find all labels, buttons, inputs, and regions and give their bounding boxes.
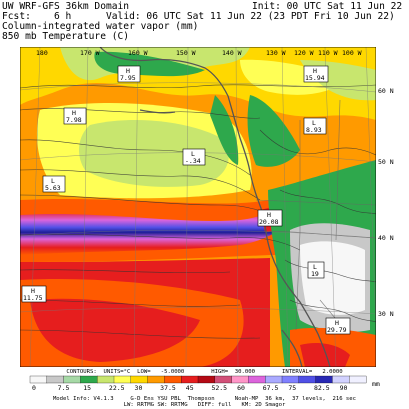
marker-type: L	[51, 177, 55, 185]
colorbar-tick: 22.5	[109, 384, 125, 392]
marker-type: H	[126, 67, 130, 75]
colorbar-tick: 7.5	[58, 384, 70, 392]
colorbar-swatch	[214, 375, 233, 384]
colorbar-swatch	[46, 375, 65, 384]
lon-label: 120 W	[294, 49, 314, 57]
colorbar-tick: 52.5	[211, 384, 227, 392]
marker-value: 5.63	[45, 184, 61, 192]
lon-label: 130 W	[266, 49, 286, 57]
field-subtitle: 850 mb Temperature (C)	[2, 31, 130, 42]
marker-type: L	[191, 150, 195, 158]
marker-box: H 11.75	[21, 285, 47, 303]
lon-label: 110 W	[318, 49, 338, 57]
model-info: Model Info: V4.1.3 G-D Ens YSU PBL Thomp…	[52, 396, 357, 402]
colorbar-swatch	[332, 375, 350, 384]
marker-value: 7.98	[66, 116, 82, 124]
colorbar-tick: 90	[340, 384, 348, 392]
lon-label: 180	[36, 49, 48, 57]
forecast-hour: Fcst: 6 h	[2, 11, 72, 22]
marker-box: L 5.63	[42, 175, 66, 193]
marker-type: H	[335, 319, 339, 327]
colorbar: 0 7.5 15 22.5 30 37.5 45 52.5 60 67.5 75 82.5 90	[29, 375, 367, 392]
marker-type: H	[313, 67, 317, 75]
marker-box: H 20.08	[257, 209, 283, 227]
lat-label: 50 N	[378, 158, 394, 166]
lat-label: 40 N	[378, 234, 394, 242]
physics-info: LW: RRTMG SW: RRTMG DIFF: full KM: 2D Sm…	[123, 402, 286, 408]
marker-type: L	[312, 119, 316, 127]
marker-value: 29.79	[327, 326, 347, 334]
marker-value: 11.75	[23, 294, 43, 302]
colorbar-swatch	[231, 375, 249, 384]
contour-info: CONTOURS: UNITS=°C LOW= -5.0000 HIGH= 30…	[66, 369, 343, 375]
field-title: Column-integrated water vapor (mm)	[2, 21, 199, 32]
colorbar-tick: 82.5	[314, 384, 330, 392]
colorbar-swatch	[29, 375, 48, 384]
lon-label: 150 W	[176, 49, 196, 57]
colorbar-swatch	[63, 375, 81, 384]
marker-value: 7.95	[120, 74, 136, 82]
colorbar-swatch	[130, 375, 149, 384]
marker-type: H	[72, 109, 76, 117]
colorbar-tick: 0	[32, 384, 36, 392]
latitude-labels: 60 N 50 N 40 N 30 N	[378, 87, 394, 318]
marker-value: 20.08	[259, 218, 279, 226]
colorbar-swatch	[164, 375, 182, 384]
colorbar-unit: mm	[372, 380, 380, 388]
pressure-markers: H 7.95 H 7.98 L -.34 L 5.63 H 15.94 L 8.…	[21, 65, 351, 335]
lon-label: 160 W	[128, 49, 148, 57]
colorbar-swatch	[281, 375, 300, 384]
marker-box: H 29.79	[325, 317, 351, 335]
marker-value: 19	[311, 270, 319, 278]
colorbar-swatch	[197, 375, 216, 384]
marker-type: H	[31, 287, 35, 295]
colorbar-swatch	[113, 375, 132, 384]
colorbar-swatch	[298, 375, 317, 384]
colorbar-tick: 45	[186, 384, 194, 392]
colorbar-swatch	[80, 375, 98, 384]
colorbar-swatch	[265, 375, 283, 384]
colorbar-tick: 67.5	[263, 384, 279, 392]
colorbar-tick: 30	[135, 384, 143, 392]
marker-box: L 19	[307, 261, 325, 279]
colorbar-tick: 15	[83, 384, 91, 392]
water-vapor-field	[20, 47, 376, 367]
colorbar-swatch	[97, 375, 115, 384]
model-title: UW WRF-GFS 36km Domain	[2, 1, 130, 12]
colorbar-swatch	[315, 375, 333, 384]
marker-type: L	[313, 263, 317, 271]
lon-label: 170 W	[80, 49, 100, 57]
longitude-labels: 180 170 W 160 W 150 W 140 W 130 W 120 W …	[36, 49, 362, 57]
marker-box: H 15.94	[303, 65, 329, 83]
marker-box: H 7.98	[63, 107, 87, 125]
lon-label: 100 W	[342, 49, 362, 57]
colorbar-tick: 75	[288, 384, 296, 392]
marker-box: H 7.95	[117, 65, 141, 83]
lat-label: 60 N	[378, 87, 394, 95]
marker-value: 15.94	[305, 74, 325, 82]
colorbar-tick: 60	[237, 384, 245, 392]
valid-time: Valid: 06 UTC Sat 11 Jun 22 (23 PDT Fri …	[106, 11, 395, 22]
lon-label: 140 W	[222, 49, 242, 57]
init-time: Init: 00 UTC Sat 11 Jun 22	[252, 1, 403, 12]
colorbar-tick: 37.5	[160, 384, 176, 392]
colorbar-swatch	[181, 375, 199, 384]
marker-box: L -.34	[182, 148, 206, 166]
colorbar-swatch	[349, 375, 367, 384]
marker-value: -.34	[185, 157, 201, 165]
colorbar-swatch	[147, 375, 165, 384]
marker-box: L 8.93	[303, 117, 327, 135]
lat-label: 30 N	[378, 310, 394, 318]
marker-type: H	[267, 211, 271, 219]
colorbar-swatch	[248, 375, 266, 384]
marker-value: 8.93	[306, 126, 322, 134]
